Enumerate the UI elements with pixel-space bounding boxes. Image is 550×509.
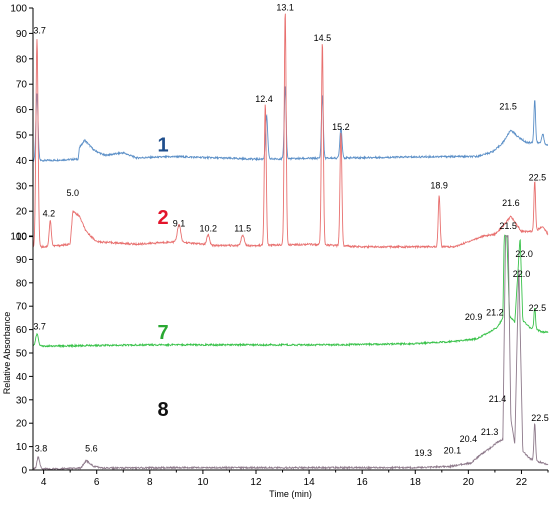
peak-annotation: 22.5: [531, 413, 549, 423]
peak-annotation: 9.1: [173, 218, 186, 228]
peak-annotation: 3.7: [33, 322, 46, 332]
peak-annotation: 21.5: [499, 102, 517, 112]
x-tick-label: 22: [516, 477, 528, 488]
peak-annotation: 10.2: [199, 224, 217, 234]
peak-annotation: 21.6: [502, 198, 520, 208]
x-tick-label: 14: [304, 477, 316, 488]
trace-label-1: 1: [158, 135, 169, 157]
peak-annotation: 12.4: [255, 94, 273, 104]
peak-annotation: 20.1: [444, 446, 462, 456]
peak-annotation: 5.0: [67, 188, 80, 198]
peak-annotation: 21.3: [481, 427, 499, 437]
series-trace-1: [32, 86, 549, 163]
peak-annotation: 5.6: [85, 443, 98, 453]
y-tick-label: 100: [10, 4, 27, 15]
peak-annotation: 20.4: [460, 434, 478, 444]
x-axis-title: Time (min): [269, 489, 312, 499]
x-tick-label: 12: [250, 477, 262, 488]
y-tick-label: 70: [16, 302, 28, 313]
y-tick-label: 90: [16, 255, 28, 266]
peak-annotation: 19.3: [414, 448, 432, 458]
x-tick-label: 18: [410, 477, 422, 488]
x-tick-label: 20: [463, 477, 475, 488]
x-tick-label: 4: [41, 477, 47, 488]
peak-annotation: 22.0: [515, 249, 533, 259]
peak-annotation: 21.2: [486, 308, 504, 318]
peak-annotation: 14.5: [314, 33, 332, 43]
series-trace-7: [32, 234, 549, 349]
x-tick-label: 16: [357, 477, 369, 488]
y-tick-label: 20: [16, 419, 28, 430]
peak-annotation: 20.9: [465, 312, 483, 322]
peak-annotation: 3.8: [35, 443, 48, 453]
y-tick-label: 40: [16, 372, 28, 383]
x-tick-label: 6: [94, 477, 100, 488]
y-tick-label: 70: [16, 80, 28, 91]
peak-annotation: 13.1: [276, 3, 294, 13]
peak-annotation: 11.5: [234, 224, 251, 234]
trace-label-8: 8: [158, 399, 169, 421]
y-tick-label: 30: [16, 181, 28, 192]
y-tick-label: 60: [16, 105, 28, 116]
peak-annotation: 15.2: [332, 122, 350, 132]
peak-annotation: 22.5: [529, 173, 547, 183]
series-trace-8: [32, 234, 549, 471]
y-tick-label: 80: [16, 54, 28, 65]
y-tick-label: 0: [21, 466, 27, 477]
peak-annotation: 22.0: [513, 269, 531, 279]
y-tick-label: 80: [16, 278, 28, 289]
peak-annotation: 21.5: [499, 221, 517, 231]
y-tick-label: 100: [10, 232, 27, 243]
y-tick-label: 10: [16, 232, 28, 243]
y-tick-label: 50: [16, 131, 28, 142]
y-axis-title: Relative Absorbance: [2, 312, 12, 395]
peak-annotation: 3.7: [33, 25, 46, 35]
y-tick-label: 10: [16, 442, 28, 453]
y-tick-label: 90: [16, 29, 28, 40]
series-trace-2: [32, 13, 549, 250]
y-tick-label: 30: [16, 395, 28, 406]
peak-annotation: 22.5: [529, 303, 547, 313]
y-tick-label: 20: [16, 207, 28, 218]
peak-annotation: 18.9: [430, 180, 448, 190]
x-tick-label: 10: [197, 477, 209, 488]
y-tick-label: 60: [16, 325, 28, 336]
peak-annotation: 4.2: [43, 208, 56, 218]
x-tick-label: 8: [147, 477, 153, 488]
y-tick-label: 40: [16, 156, 28, 167]
y-tick-label: 50: [16, 349, 28, 360]
peak-annotation: 21.4: [489, 394, 507, 404]
trace-label-7: 7: [158, 322, 169, 344]
trace-label-2: 2: [158, 207, 169, 229]
